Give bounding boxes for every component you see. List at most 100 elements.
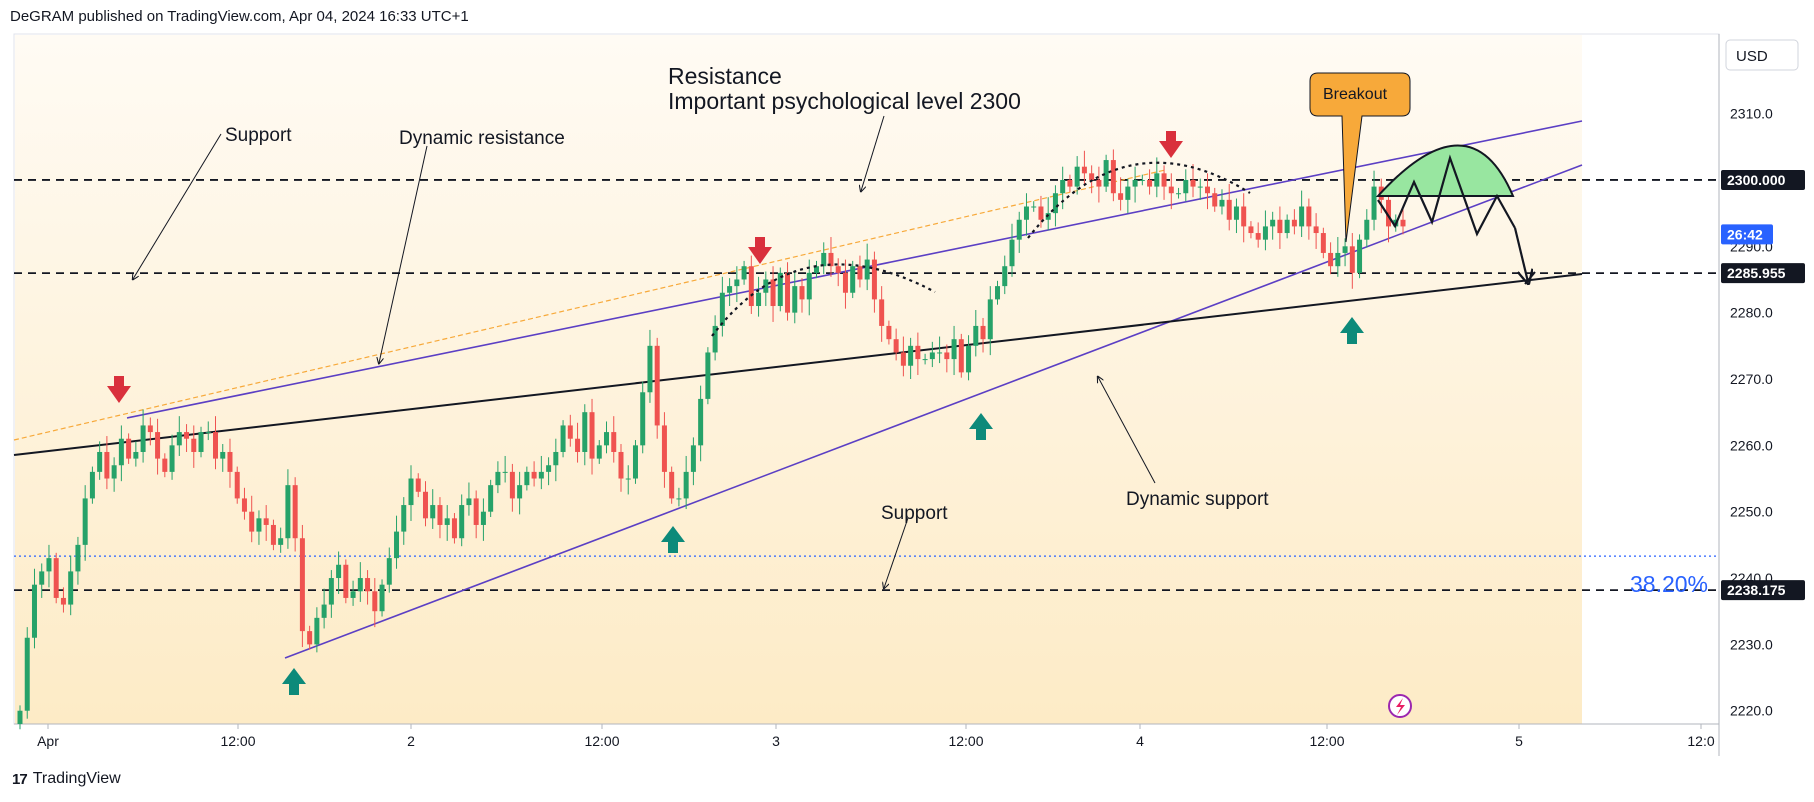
candle-body	[792, 286, 798, 313]
candle-body	[1023, 206, 1029, 220]
candle-body	[1335, 252, 1341, 267]
candle-body	[1320, 233, 1326, 253]
candle-body	[1060, 179, 1066, 194]
candle-body	[1125, 186, 1131, 200]
candle-body	[184, 432, 190, 439]
candle-body	[430, 505, 436, 519]
footer: 17 TradingView	[12, 770, 121, 788]
candle-body	[191, 438, 197, 452]
candle-body	[748, 266, 754, 307]
up-arrow-2	[661, 526, 685, 553]
price-label-text: 26:42	[1727, 226, 1763, 242]
price-label-text: 2285.955	[1727, 265, 1786, 281]
candle-body	[198, 432, 204, 452]
candle-body	[241, 498, 247, 512]
candle-body	[1364, 219, 1370, 240]
candle-body	[89, 471, 95, 499]
candle-body	[944, 352, 950, 360]
candle-body	[857, 266, 863, 280]
candle-body	[929, 352, 935, 360]
candle-body	[169, 445, 175, 472]
publish-info: DeGRAM published on TradingView.com, Apr…	[10, 8, 469, 25]
candle-body	[1168, 186, 1174, 194]
candle-body	[17, 710, 23, 724]
candle-body	[1342, 246, 1348, 253]
y-axis: 2220.02230.02240.02250.02260.02270.02280…	[1730, 106, 1773, 719]
candle-body	[53, 558, 59, 598]
candle-body	[408, 478, 414, 506]
candle-body	[365, 578, 371, 592]
y-tick-label: 2270.0	[1730, 371, 1773, 387]
candle-body	[575, 438, 581, 452]
candle-body	[669, 471, 675, 499]
dynamic-resistance-pointer	[379, 145, 428, 363]
candle-body	[973, 325, 979, 346]
candle-body	[437, 505, 443, 525]
candle-body	[647, 345, 653, 393]
resistance-title: Resistance	[668, 63, 782, 89]
fib-label: 38.20%	[1630, 571, 1708, 597]
candle-body	[473, 498, 479, 525]
price-label-text: 2300.000	[1727, 172, 1786, 188]
x-tick-label: Apr	[37, 733, 59, 749]
candle-body	[1255, 233, 1261, 240]
candle-body	[270, 524, 276, 545]
candle-body	[698, 398, 704, 446]
y-tick-label: 2230.0	[1730, 636, 1773, 652]
rounding-top-arc-1	[711, 263, 936, 337]
y-tick-label: 2310.0	[1730, 106, 1773, 122]
price-fill	[15, 35, 1582, 724]
rounding-top-arc-2	[1027, 161, 1251, 239]
candle-body	[604, 432, 610, 446]
candle-body	[1031, 206, 1037, 208]
candle-body	[582, 412, 588, 452]
candle-body	[31, 584, 37, 638]
candle-body	[1016, 219, 1022, 240]
currency-box[interactable]	[1725, 39, 1799, 71]
candle-body	[712, 325, 718, 353]
candle-body	[386, 558, 392, 585]
candle-body	[256, 518, 262, 532]
projected-path	[1377, 154, 1516, 237]
candle-body	[1074, 166, 1080, 187]
candle-body	[60, 597, 66, 605]
candle-body	[133, 451, 139, 459]
dynamic-support-label: Dynamic support	[1126, 489, 1269, 510]
candle-body	[227, 451, 233, 472]
candle-body	[756, 292, 762, 307]
candle-body	[1226, 199, 1232, 220]
candle-body	[147, 425, 153, 433]
candle-body	[1284, 219, 1290, 234]
price-label-box	[1721, 263, 1805, 284]
candle-body	[509, 471, 515, 499]
candle-body	[850, 266, 856, 293]
candle-body	[770, 279, 776, 307]
candle-body	[1103, 160, 1109, 187]
candle-body	[1313, 226, 1319, 234]
candle-body	[524, 471, 530, 486]
candle-body	[336, 564, 342, 579]
lightning-icon[interactable]	[1388, 694, 1412, 718]
candle-body	[908, 345, 914, 366]
support-bottom-label: Support	[881, 503, 948, 524]
support-top-pointer	[133, 133, 222, 279]
support-bottom-pointer	[884, 517, 909, 588]
price-label-text: 2238.175	[1727, 582, 1786, 598]
up-arrow-1	[282, 668, 306, 695]
candle-body	[980, 325, 986, 340]
candles	[17, 149, 1406, 730]
candle-body	[596, 445, 602, 459]
candle-body	[343, 564, 349, 598]
candle-body	[785, 272, 791, 313]
candle-body	[459, 505, 465, 539]
candle-body	[1386, 199, 1392, 227]
candle-body	[777, 272, 783, 307]
candle-body	[1089, 173, 1095, 180]
candle-body	[1161, 173, 1167, 187]
orange-dashed-trendline	[13, 169, 1166, 441]
candle-body	[466, 498, 472, 506]
x-tick-label: 12:00	[1309, 733, 1344, 749]
footer-brand: TradingView	[32, 770, 121, 787]
x-tick-label: 12:00	[220, 733, 255, 749]
